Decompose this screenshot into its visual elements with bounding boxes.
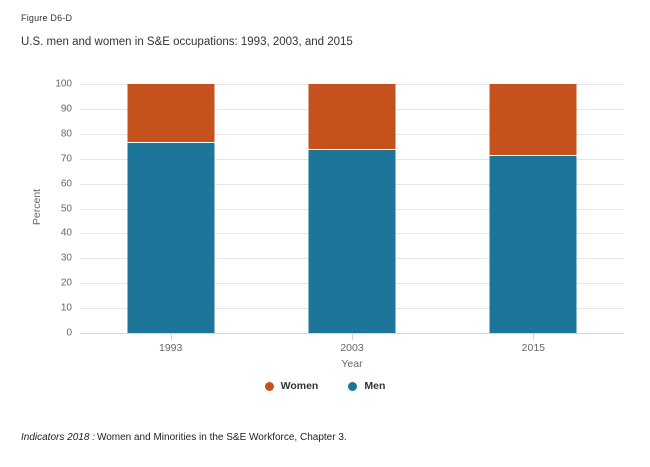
y-tick-label-20: 20 (60, 277, 72, 289)
x-tick-2015 (533, 334, 535, 340)
legend-dot-women-icon (264, 381, 274, 391)
y-tick-label-30: 30 (60, 252, 72, 264)
bar-1993 (127, 84, 215, 333)
figure-label: Figure D6-D (21, 13, 73, 23)
y-tick-label-100: 100 (55, 78, 72, 90)
y-tick-label-10: 10 (60, 302, 72, 314)
x-tick-1993 (170, 334, 172, 340)
x-axis: Year 1993 2003 2015 (80, 334, 624, 379)
y-tick-label-90: 90 (60, 103, 72, 115)
source-note: Indicators 2018 : Women and Minorities in… (21, 432, 347, 443)
plot-area (80, 84, 624, 334)
y-axis-labels: 0 10 20 30 40 50 60 70 80 90 100 (30, 79, 72, 339)
bar-segment-men-2003[interactable] (308, 148, 396, 333)
legend-label-women: Women (280, 380, 319, 392)
x-tick-label-2015: 2015 (521, 342, 546, 354)
x-tick-label-2003: 2003 (340, 342, 364, 354)
chart-title: U.S. men and women in S&E occupations: 1… (21, 36, 353, 48)
chart-legend: Women Men (0, 378, 650, 394)
bar-2003 (308, 84, 396, 333)
x-tick-label-1993: 1993 (158, 342, 183, 354)
y-tick-label-50: 50 (60, 203, 72, 214)
legend-item-women[interactable]: Women (264, 380, 319, 392)
x-tick-2003 (352, 334, 353, 340)
legend-item-men[interactable]: Men (348, 380, 385, 392)
source-note-italic: Indicators 2018 : (21, 432, 95, 443)
y-tick-label-60: 60 (60, 178, 72, 190)
y-tick-label-80: 80 (60, 128, 72, 140)
x-axis-title: Year (341, 358, 363, 370)
bar-2015 (489, 84, 577, 333)
bar-segment-men-2015[interactable] (489, 154, 577, 333)
y-tick-label-40: 40 (60, 227, 72, 239)
bar-segment-women-1993[interactable] (127, 84, 215, 142)
bar-segment-women-2003[interactable] (308, 84, 396, 149)
legend-dot-men-icon (348, 381, 358, 391)
bar-segment-men-1993[interactable] (127, 141, 215, 333)
bar-segment-women-2015[interactable] (489, 84, 577, 155)
y-tick-label-70: 70 (60, 153, 72, 165)
legend-label-men: Men (364, 380, 386, 392)
source-note-text: Women and Minorities in the S&E Workforc… (96, 432, 347, 443)
y-tick-label-0: 0 (66, 327, 72, 339)
